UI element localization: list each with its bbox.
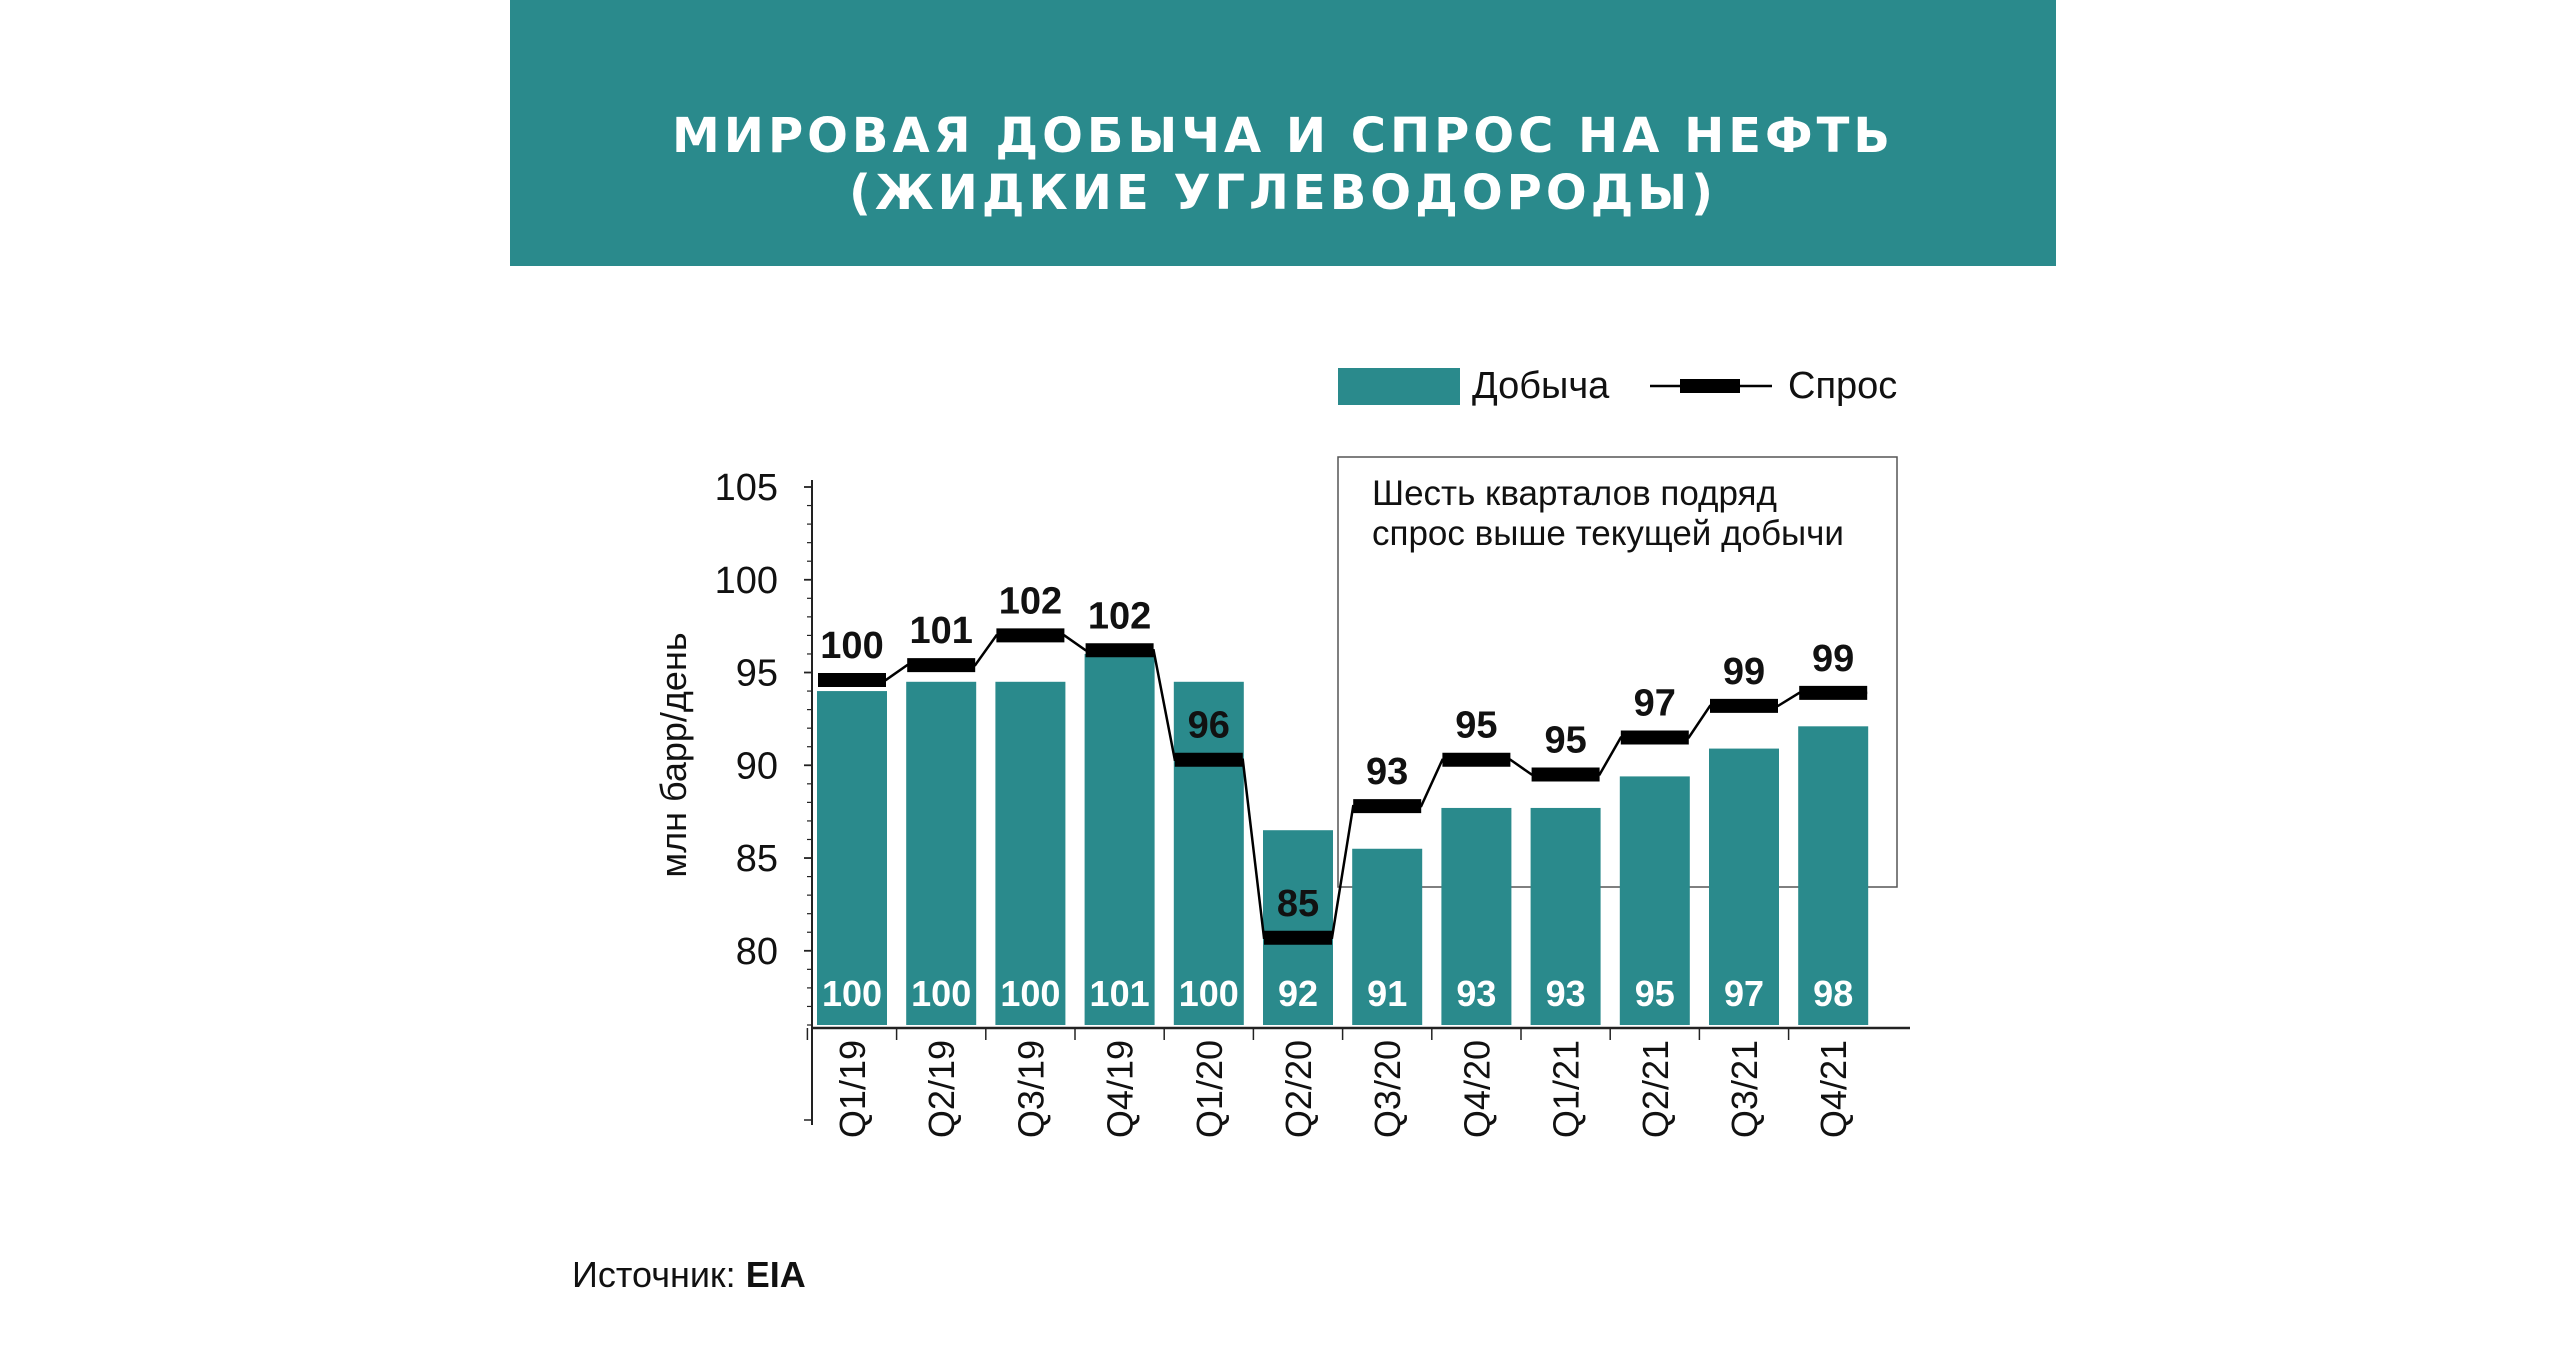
- production-value-label: 91: [1367, 973, 1407, 1014]
- production-bar: [995, 681, 1066, 1025]
- demand-value-label: 96: [1188, 705, 1230, 747]
- production-bar: [1619, 776, 1690, 1025]
- data-labels: 100 100 100 101 100 92 91 93 93 95 97 98 100 101 102 10…: [820, 580, 1854, 1014]
- production-value-label: 93: [1456, 973, 1496, 1014]
- x-tick-label: Q2/21: [1635, 1040, 1676, 1138]
- production-bar: [1798, 726, 1869, 1025]
- x-tick-label: Q4/21: [1813, 1040, 1854, 1138]
- production-value-label: 97: [1724, 973, 1764, 1014]
- production-value-label: 92: [1278, 973, 1318, 1014]
- demand-value-label: 95: [1544, 720, 1586, 762]
- chart-title-line2: (ЖИДКИЕ УГЛЕВОДОРОДЫ): [848, 165, 1718, 221]
- chart-header: МИРОВАЯ ДОБЫЧА И СПРОС НА НЕФТЬ (ЖИДКИЕ …: [510, 0, 2056, 266]
- demand-value-label: 97: [1634, 682, 1676, 724]
- production-value-label: 93: [1546, 973, 1586, 1014]
- annotation-line2: спрос выше текущей добычи: [1372, 514, 1844, 553]
- legend-label-production: Добыча: [1472, 365, 1610, 407]
- production-bar: [1263, 830, 1333, 1025]
- source-label: Источник:: [572, 1254, 746, 1295]
- x-tick-label: Q1/21: [1546, 1040, 1587, 1138]
- demand-value-label: 93: [1366, 751, 1408, 793]
- production-bar: [906, 681, 977, 1025]
- legend-swatch-production: [1338, 368, 1460, 405]
- production-bar: [1441, 807, 1512, 1025]
- production-bar: [1352, 848, 1423, 1025]
- x-tick-label: Q2/20: [1278, 1040, 1319, 1138]
- y-tick-label: 80: [736, 931, 778, 973]
- production-value-label: 100: [822, 973, 882, 1014]
- production-bar: [1709, 748, 1779, 1025]
- axes: 80 85 90 95 100 105 млн барр/день Q1/19 Q2/19 Q3/…: [653, 467, 1910, 1138]
- demand-value-label: 85: [1277, 883, 1319, 925]
- production-value-label: 100: [1179, 973, 1239, 1014]
- demand-value-label: 95: [1455, 705, 1497, 747]
- bars: [817, 653, 1869, 1025]
- production-value-label: 95: [1635, 973, 1675, 1014]
- y-axis-title: млн барр/день: [653, 632, 694, 877]
- production-bar: [1173, 681, 1244, 1025]
- demand-value-label: 99: [1723, 651, 1765, 693]
- source-note: Источник: EIA: [572, 1254, 806, 1296]
- demand-series: [818, 628, 1868, 945]
- production-value-label: 98: [1813, 973, 1853, 1014]
- x-tick-label: Q1/19: [832, 1040, 873, 1138]
- x-tick-label: Q4/20: [1456, 1040, 1497, 1138]
- source-value: EIA: [745, 1254, 806, 1295]
- legend: Добыча Спрос: [1338, 365, 1897, 407]
- chart-title-line1: МИРОВАЯ ДОБЫЧА И СПРОС НА НЕФТЬ: [672, 108, 1894, 164]
- y-tick-label: 85: [736, 838, 778, 880]
- demand-line: [818, 634, 1868, 940]
- production-value-label: 100: [1000, 973, 1060, 1014]
- y-tick-label: 95: [736, 653, 778, 695]
- x-tick-label: Q3/21: [1724, 1040, 1765, 1138]
- production-bar: [817, 691, 887, 1025]
- x-tick-label: Q1/20: [1189, 1040, 1230, 1138]
- production-bar: [1084, 653, 1155, 1025]
- demand-value-label: 99: [1812, 638, 1854, 680]
- demand-value-label: 102: [1088, 595, 1151, 637]
- demand-value-label: 100: [820, 625, 883, 667]
- x-tick-label: Q3/20: [1367, 1040, 1408, 1138]
- demand-value-label: 102: [999, 580, 1062, 622]
- production-bar: [1530, 807, 1601, 1025]
- y-tick-label: 100: [715, 560, 778, 602]
- production-value-label: 100: [911, 973, 971, 1014]
- annotation-box: [1337, 456, 1898, 888]
- production-value-label: 101: [1090, 973, 1150, 1014]
- x-tick-label: Q3/19: [1010, 1040, 1051, 1138]
- annotation-line1: Шесть кварталов подряд: [1372, 474, 1777, 513]
- y-tick-label: 105: [715, 467, 778, 509]
- x-tick-label: Q2/19: [921, 1040, 962, 1138]
- y-tick-label: 90: [736, 745, 778, 787]
- x-tick-label: Q4/19: [1100, 1040, 1141, 1138]
- demand-value-label: 101: [909, 610, 972, 652]
- legend-label-demand: Спрос: [1788, 365, 1897, 407]
